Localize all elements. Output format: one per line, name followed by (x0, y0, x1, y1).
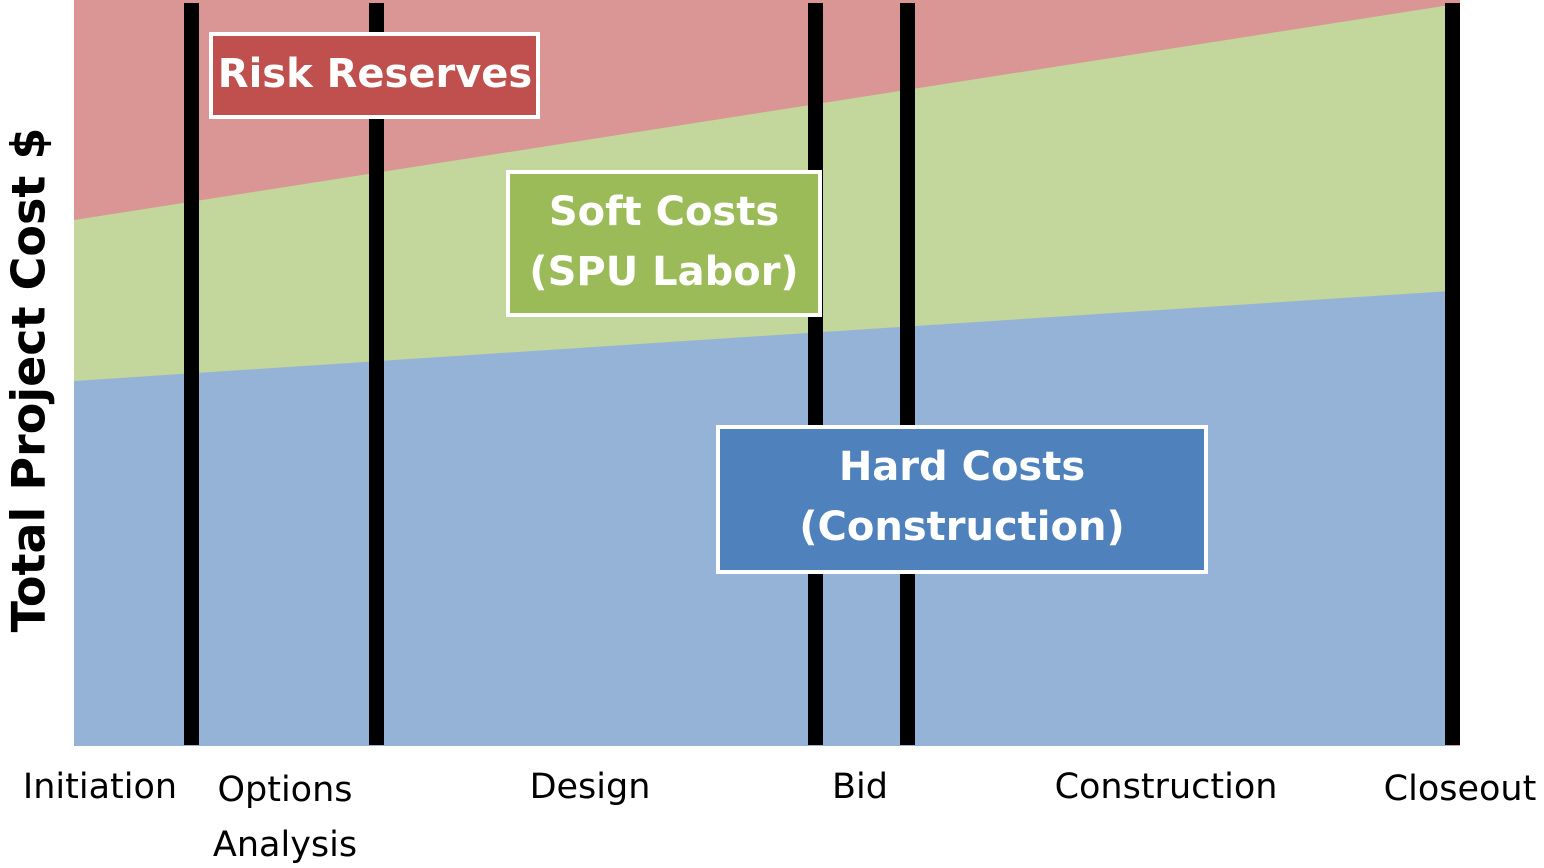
labels: Total Project Cost $ Initiation Options Ana… (2, 51, 1537, 865)
phase-label: Construction (1055, 767, 1278, 807)
region-label: (Construction) (799, 504, 1125, 550)
phase-label: Design (530, 767, 651, 807)
phase-label: Initiation (23, 767, 177, 807)
phase-label: Analysis (213, 825, 357, 865)
region-label: Risk Reserves (218, 51, 532, 97)
y-axis-label: Total Project Cost $ (2, 128, 56, 633)
phase-line (900, 3, 915, 745)
risk-box (209, 32, 540, 119)
phase-label: Bid (832, 767, 888, 807)
phase-line (808, 3, 823, 745)
soft-box (506, 170, 822, 317)
phase-line (184, 3, 199, 745)
hard-box (716, 425, 1208, 574)
region-label: Hard Costs (839, 444, 1085, 490)
phase-line (1445, 3, 1460, 745)
phase-line (369, 3, 384, 745)
phase-label: Closeout (1384, 769, 1537, 809)
phase-label: Options (217, 770, 352, 810)
region-label: Soft Costs (549, 189, 779, 235)
region-label: (SPU Labor) (529, 249, 798, 295)
